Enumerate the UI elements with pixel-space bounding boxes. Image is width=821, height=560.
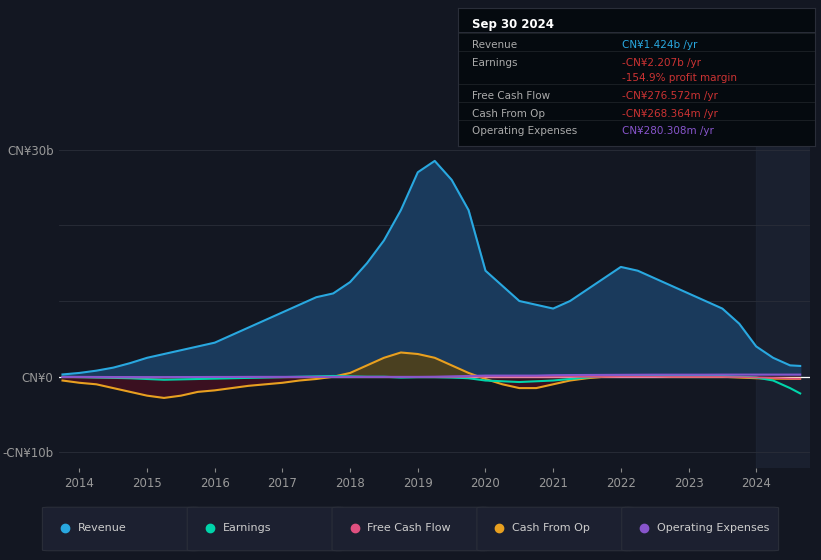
Text: Revenue: Revenue: [472, 40, 517, 50]
FancyBboxPatch shape: [621, 507, 778, 550]
FancyBboxPatch shape: [43, 507, 200, 550]
FancyBboxPatch shape: [477, 507, 634, 550]
Text: -154.9% profit margin: -154.9% profit margin: [622, 73, 737, 83]
Bar: [756, 134, 810, 468]
Text: -CN¥276.572m /yr: -CN¥276.572m /yr: [622, 91, 718, 101]
Text: Cash From Op: Cash From Op: [472, 109, 545, 119]
FancyBboxPatch shape: [332, 507, 489, 550]
FancyBboxPatch shape: [187, 507, 344, 550]
Text: Cash From Op: Cash From Op: [512, 523, 590, 533]
Text: Free Cash Flow: Free Cash Flow: [368, 523, 451, 533]
Text: CN¥1.424b /yr: CN¥1.424b /yr: [622, 40, 698, 50]
Text: Earnings: Earnings: [472, 58, 518, 68]
Text: Free Cash Flow: Free Cash Flow: [472, 91, 551, 101]
Text: Operating Expenses: Operating Expenses: [472, 127, 578, 137]
Text: Revenue: Revenue: [78, 523, 126, 533]
Text: -CN¥268.364m /yr: -CN¥268.364m /yr: [622, 109, 718, 119]
Text: Operating Expenses: Operating Expenses: [657, 523, 769, 533]
Text: -CN¥2.207b /yr: -CN¥2.207b /yr: [622, 58, 701, 68]
Text: Sep 30 2024: Sep 30 2024: [472, 18, 554, 31]
Text: Earnings: Earnings: [222, 523, 271, 533]
Text: CN¥280.308m /yr: CN¥280.308m /yr: [622, 127, 714, 137]
